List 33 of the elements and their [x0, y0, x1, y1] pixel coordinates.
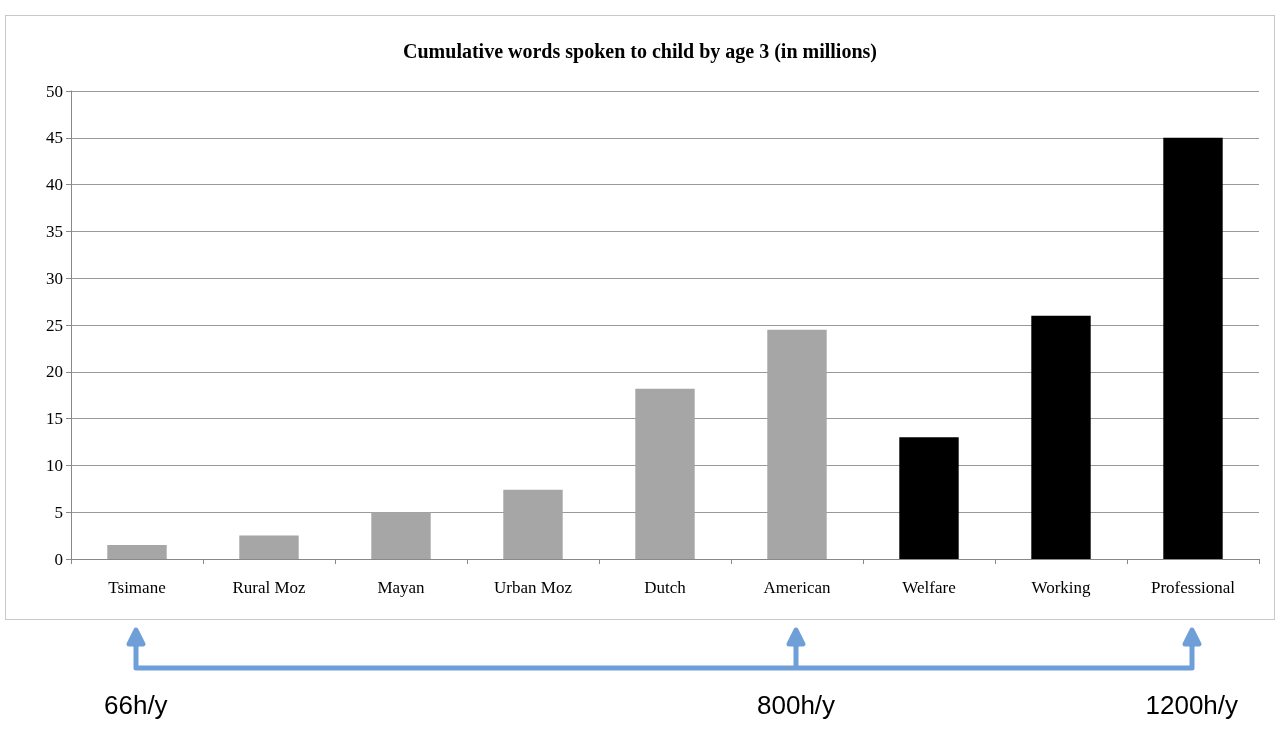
y-tick-label: 0 [54, 549, 63, 569]
x-tick-label: Welfare [902, 578, 956, 597]
y-tick-label: 10 [46, 455, 63, 475]
annotation: 66h/y [104, 690, 168, 721]
x-tick-label: Working [1031, 578, 1092, 597]
bar [107, 544, 167, 559]
chart-title: Cumulative words spoken to child by age 3 (in millions) [403, 40, 877, 63]
bar [503, 489, 563, 559]
y-tick-label: 50 [46, 81, 63, 101]
y-tick-label: 25 [46, 315, 63, 335]
x-tick-label: Urban Moz [494, 578, 573, 597]
annotation: 1200h/y [1145, 690, 1239, 721]
y-tick-label: 35 [46, 221, 63, 241]
x-tick-label: Tsimane [108, 578, 166, 597]
bar [1031, 315, 1091, 559]
bar [899, 437, 959, 559]
y-tick-label: 5 [54, 502, 63, 522]
y-tick-label: 45 [46, 128, 63, 148]
x-tick-label: Professional [1150, 578, 1236, 597]
x-tick-label: Dutch [644, 578, 687, 597]
bar [767, 329, 827, 559]
x-tick-label: Rural Moz [232, 578, 307, 597]
y-tick-label: 20 [46, 362, 63, 382]
bar [1163, 137, 1223, 559]
bar [635, 388, 695, 559]
bar [371, 512, 431, 559]
bar [239, 535, 299, 559]
y-tick-label: 30 [46, 268, 63, 288]
x-tick-label: Mayan [377, 578, 426, 597]
y-tick-label: 15 [46, 409, 63, 429]
annotation: 800h/y [757, 690, 836, 721]
y-tick-label: 40 [46, 175, 63, 195]
x-tick-label: American [763, 578, 831, 597]
